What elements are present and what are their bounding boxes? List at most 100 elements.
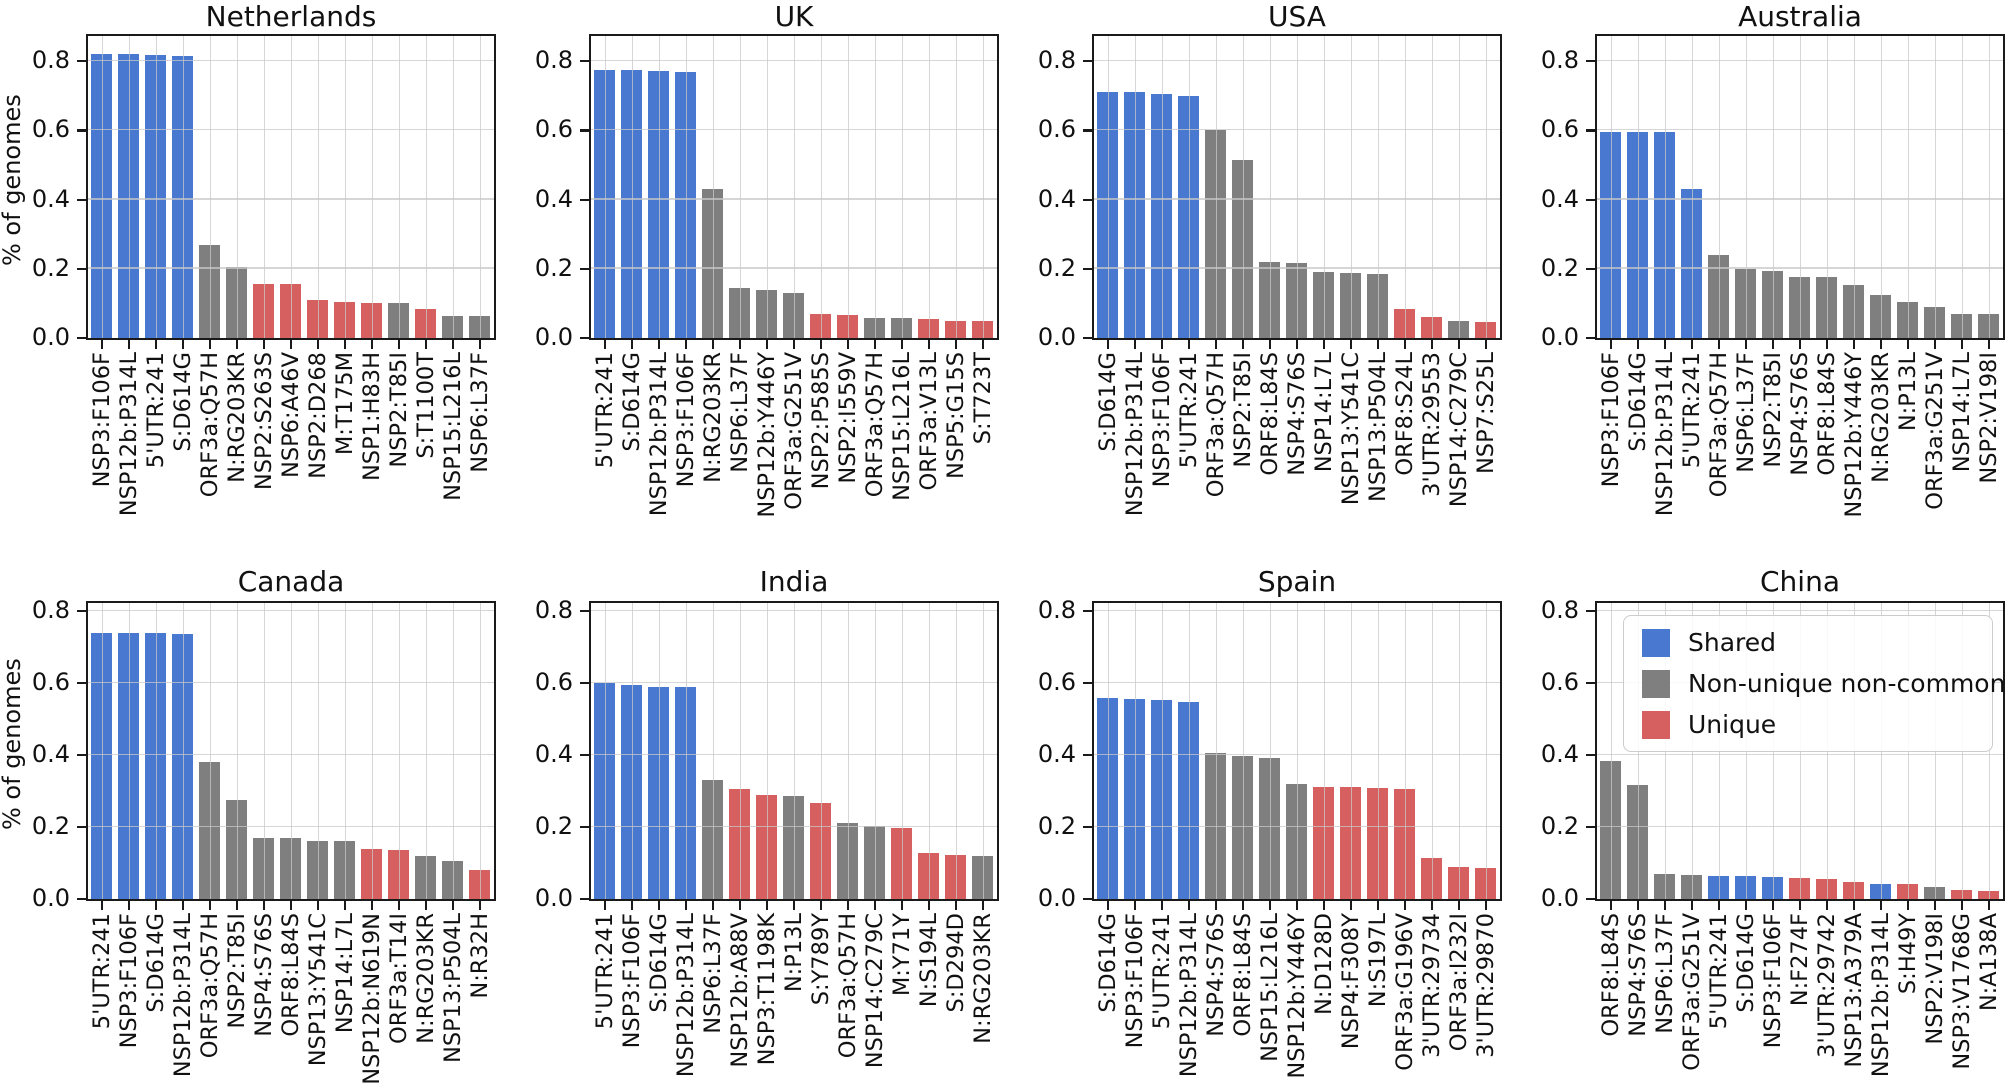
x-tick-label-NSP13:P504L: NSP13:P504L <box>440 913 466 1063</box>
x-tick-mark <box>793 340 796 349</box>
x-tick-mark <box>155 901 158 910</box>
x-tick-label-NSP2:T85I: NSP2:T85I <box>224 913 250 1029</box>
x-labels-australia: NSP3:F106F S:D614G NSP12b:P314L 5'UTR:241 OR… <box>1595 352 2005 557</box>
panel-title-china: China <box>1760 565 1840 598</box>
x-tick-mark <box>1880 340 1883 349</box>
gridline-x <box>1610 36 1612 338</box>
x-tick-mark <box>1691 340 1694 349</box>
x-tick-label-ORF3a:Q57H: ORF3a:Q57H <box>197 352 223 498</box>
y-tick-label: 0.0 <box>1540 884 1579 912</box>
y-tick-mark <box>1586 337 1595 340</box>
y-tick-mark <box>580 129 589 132</box>
gridline-x <box>1161 603 1163 899</box>
x-tick-label-NSP3:F106F: NSP3:F106F <box>89 352 115 488</box>
x-tick-mark <box>209 901 212 910</box>
y-tick-label: 0.2 <box>534 812 573 841</box>
gridline-x <box>766 603 768 899</box>
x-tick-label-ORF3a:Q57H: ORF3a:Q57H <box>862 352 888 498</box>
gridline-x <box>371 603 373 899</box>
x-tick-label-NSP3:F106F: NSP3:F106F <box>1598 352 1624 488</box>
y-tick-mark <box>1083 129 1092 132</box>
gridline-x <box>1799 36 1801 338</box>
y-tick-mark <box>77 754 86 757</box>
x-tick-mark <box>1637 340 1640 349</box>
x-tick-mark <box>1880 901 1883 910</box>
x-tick-label-NSP4:F308Y: NSP4:F308Y <box>1338 913 1364 1050</box>
x-tick-mark <box>1961 901 1964 910</box>
y-tick-label: 0.8 <box>1037 596 1076 625</box>
gridline-x <box>793 36 795 338</box>
x-tick-mark <box>1134 901 1137 910</box>
x-labels-usa: S:D614G NSP12b:P314L NSP3:F106F 5'UTR:241 OR… <box>1092 352 1502 557</box>
x-tick-label-NSP2:D268: NSP2:D268 <box>305 352 331 479</box>
x-tick-mark <box>982 901 985 910</box>
y-tick-label: 0.4 <box>1037 740 1076 769</box>
x-tick-mark <box>1134 340 1137 349</box>
gridline-x <box>1161 36 1163 338</box>
x-tick-label-NSP6:L37F: NSP6:L37F <box>1733 352 1759 473</box>
panel-china: China Shared Non-unique non-common Unique 0.… <box>1509 557 2011 1091</box>
panel-netherlands: Netherlands 0.0 0.2 0.4 0.6 0.8 NSP3:F106F NSP1… <box>0 0 503 557</box>
panel-usa: USA 0.0 0.2 0.4 0.6 0.8 S:D614G NSP12b:P314L NSP… <box>1006 0 1509 557</box>
x-tick-label-NSP15:L216L: NSP15:L216L <box>440 352 466 501</box>
x-tick-mark <box>874 901 877 910</box>
x-tick-mark <box>1853 340 1856 349</box>
x-labels-spain: S:D614G NSP3:F106F 5'UTR:241 NSP12b:P314L NS… <box>1092 913 1502 1091</box>
x-tick-mark <box>155 340 158 349</box>
gridline-x <box>1269 603 1271 899</box>
gridline-x <box>452 603 454 899</box>
gridline-x <box>1296 36 1298 338</box>
y-tick-label: 0.8 <box>534 596 573 625</box>
x-tick-label-ORF8:L84S: ORF8:L84S <box>1230 913 1256 1037</box>
x-tick-mark <box>1350 901 1353 910</box>
x-tick-mark <box>344 901 347 910</box>
x-tick-label-ORF8:L84S: ORF8:L84S <box>1257 352 1283 476</box>
y-axis-label: % of genomes <box>0 658 26 830</box>
x-tick-label-S:D614G: S:D614G <box>619 352 645 452</box>
legend-label-unique: Unique <box>1688 710 1777 739</box>
x-tick-mark <box>955 340 958 349</box>
gridline-x <box>317 603 319 899</box>
legend-label-shared: Shared <box>1688 628 1777 657</box>
gridline-x <box>1242 603 1244 899</box>
y-tick-mark <box>77 610 86 613</box>
gridline-x <box>685 36 687 338</box>
gridline-x <box>101 603 103 899</box>
x-tick-label-S:D614G: S:D614G <box>1095 352 1121 452</box>
y-tick-label: 0.4 <box>1540 184 1579 213</box>
y-tick-label: 0.8 <box>1037 46 1076 75</box>
y-tick-mark <box>1083 754 1092 757</box>
x-tick-mark <box>1107 901 1110 910</box>
x-tick-mark <box>1934 340 1937 349</box>
y-tick-mark <box>1083 826 1092 829</box>
x-tick-label-ORF3a:T14I: ORF3a:T14I <box>386 913 412 1044</box>
y-tick-label: 0.6 <box>1037 115 1076 144</box>
legend-swatch-unique <box>1642 710 1670 739</box>
x-tick-label-ORF3a:G251V: ORF3a:G251V <box>1922 352 1948 510</box>
gridline-x <box>1431 36 1433 338</box>
y-tick-label: 0.8 <box>534 46 573 75</box>
x-tick-label-NSP2:T85I: NSP2:T85I <box>1760 352 1786 468</box>
x-tick-mark <box>793 901 796 910</box>
x-tick-label-NSP14:L7L: NSP14:L7L <box>332 913 358 1034</box>
x-tick-mark <box>766 340 769 349</box>
x-tick-label-S:Y789Y: S:Y789Y <box>808 913 834 1006</box>
x-tick-mark <box>1853 901 1856 910</box>
y-tick-mark <box>77 129 86 132</box>
gridline-x <box>1107 603 1109 899</box>
x-tick-mark <box>1745 340 1748 349</box>
x-tick-label-ORF3a:I232I: ORF3a:I232I <box>1446 913 1472 1052</box>
x-tick-label-NSP12b:A88V: NSP12b:A88V <box>727 913 753 1068</box>
gridline-x <box>1269 36 1271 338</box>
gridline-x <box>1377 36 1379 338</box>
x-tick-mark <box>1907 340 1910 349</box>
panel-canada: Canada 0.0 0.2 0.4 0.6 0.8 5'UTR:241 NSP3:F106F… <box>0 557 503 1091</box>
gridline-x <box>1431 603 1433 899</box>
y-tick-mark <box>77 826 86 829</box>
x-tick-mark <box>1610 901 1613 910</box>
gridline-x <box>1215 36 1217 338</box>
y-tick-mark <box>1586 826 1595 829</box>
x-tick-mark <box>766 901 769 910</box>
x-labels-netherlands: NSP3:F106F NSP12b:P314L 5'UTR:241 S:D614G OR… <box>86 352 496 557</box>
gridline-x <box>182 603 184 899</box>
